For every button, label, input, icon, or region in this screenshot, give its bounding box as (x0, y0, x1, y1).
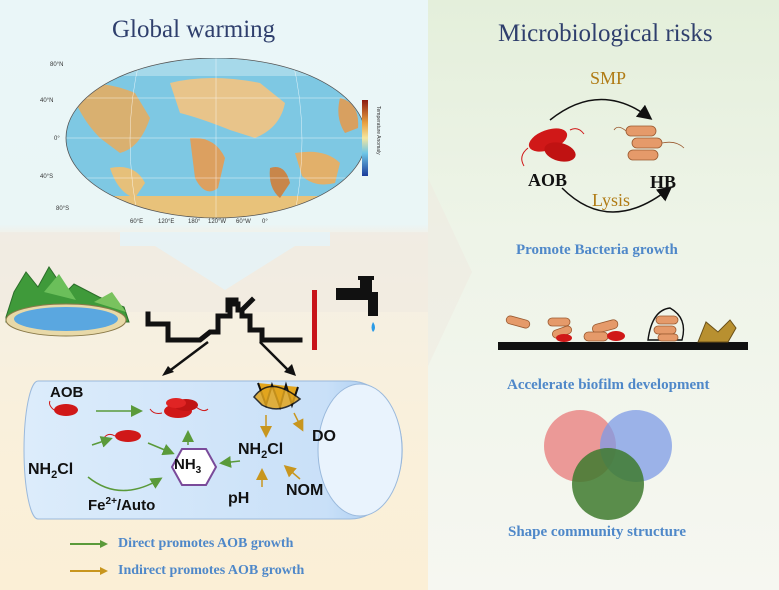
nh3-hexagon (170, 448, 218, 486)
aob-label-right: AOB (528, 170, 568, 190)
biofilm-substrate (498, 342, 748, 350)
caption-promote-growth: Promote Bacteria growth (516, 242, 678, 258)
aob-cluster (149, 398, 209, 418)
lon-label-180: 180° (188, 219, 201, 225)
nh2cl-right-label: NH2Cl (238, 441, 284, 462)
lon-label-60e: 60°E (130, 219, 143, 225)
caption-community: Shape community structure (508, 524, 687, 540)
lat-label-0: 0° (54, 136, 60, 142)
nh3-label: NH3 (174, 456, 202, 476)
legend-direct-text: Direct promotes AOB growth (118, 536, 294, 551)
red-barrier (312, 290, 317, 350)
aob-label-pipe: AOB (50, 384, 84, 401)
aob-cell-2 (115, 430, 141, 442)
pipe-network-diagram (145, 276, 378, 376)
ph-label: pH (228, 490, 250, 507)
nh2cl-left-label: NH2Cl (28, 461, 74, 482)
hb-cell-group (613, 125, 685, 161)
eps-matrix (697, 319, 737, 343)
hb-label: HB (650, 172, 677, 192)
nom-label: NOM (286, 482, 324, 499)
aob-cell-group (521, 128, 585, 167)
aob-cell-1 (54, 404, 78, 416)
smp-lysis-cycle (521, 98, 685, 213)
lysis-label: Lysis (592, 190, 631, 210)
legend-arrows (70, 540, 108, 575)
colorbar-label: Temperature Anomaly (375, 106, 381, 155)
aob-interaction-diagram (49, 381, 304, 492)
lon-label-60w: 60°W (236, 219, 251, 225)
pipe-cylinder (23, 380, 403, 520)
lat-label-40n: 40°N (40, 98, 53, 104)
caption-biofilm: Accelerate biofilm development (507, 377, 710, 393)
do-label: DO (312, 428, 336, 445)
lat-label-80s: 80°S (56, 206, 69, 212)
smp-label: SMP (590, 68, 627, 88)
lon-label-120w: 120°W (208, 219, 226, 225)
lysis-arrow (561, 186, 673, 213)
lake-illustration (5, 266, 130, 337)
right-title: Microbiological risks (498, 20, 713, 47)
left-title: Global warming (112, 16, 276, 43)
legend-indirect-text: Indirect promotes AOB growth (118, 563, 305, 578)
smp-arrow (549, 98, 653, 121)
faucet-icon (336, 276, 378, 332)
biofilm-illustration (498, 307, 748, 350)
lat-label-40s: 40°S (40, 174, 53, 180)
biofilm-ribbon-icon (253, 381, 302, 411)
colorbar (362, 100, 368, 176)
lat-label-80n: 80°N (50, 62, 63, 68)
lon-label-120e: 120°E (158, 219, 174, 225)
lon-label-0: 0° (262, 219, 268, 225)
community-venn (544, 410, 672, 520)
temperature-anomaly-map: 80°N 40°N 0° 40°S 80°S 60°E 120°E 180° 1… (40, 58, 381, 225)
fe-auto-label: Fe2+/Auto (88, 496, 156, 514)
venn-circle-green (572, 448, 644, 520)
